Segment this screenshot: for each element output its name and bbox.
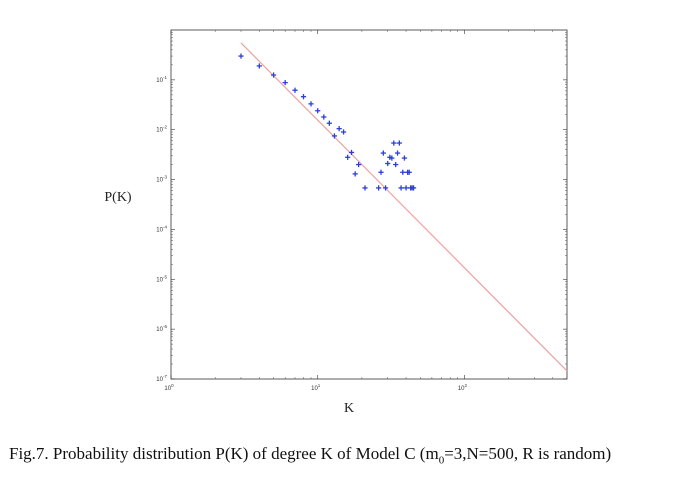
fit-line-group — [240, 42, 568, 372]
data-point — [315, 108, 321, 114]
data-point — [270, 72, 277, 78]
chart: 100 101 102 10-1 10-2 10-3 10-4 10-5 10-6 10-7 P(… — [104, 29, 568, 416]
data-point — [331, 133, 338, 139]
data-point — [352, 171, 358, 177]
power-law-fit-line — [240, 42, 568, 372]
x-tick-label: 101 — [311, 383, 321, 392]
data-point — [321, 114, 327, 120]
y-tick-label: 10-1 — [156, 75, 167, 84]
data-point — [380, 150, 386, 156]
data-point — [336, 126, 342, 132]
data-point — [396, 140, 402, 146]
y-tick-label: 10-6 — [156, 324, 167, 333]
x-axis-title: K — [344, 401, 354, 416]
data-point — [410, 185, 417, 191]
data-point — [385, 160, 391, 167]
data-point — [300, 94, 307, 100]
plot-area — [170, 29, 568, 380]
y-tick-label: 10-4 — [156, 224, 167, 233]
data-point — [394, 150, 401, 156]
data-point — [256, 63, 262, 69]
data-point — [393, 161, 399, 168]
x-tick-label: 102 — [458, 383, 468, 392]
data-point — [391, 140, 397, 146]
data-point — [400, 169, 406, 175]
data-point — [389, 155, 395, 161]
y-tick-label: 10-3 — [156, 175, 167, 184]
data-point — [378, 169, 384, 175]
y-axis-title: P(K) — [104, 190, 132, 205]
caption-prefix: Fig.7. Probability distribution P(K) of … — [9, 444, 439, 463]
data-point — [403, 185, 409, 191]
data-point — [282, 80, 288, 86]
caption-suffix: =3,N=500, R is random) — [444, 444, 612, 463]
figure-caption: Fig.7. Probability distribution P(K) of … — [9, 443, 674, 471]
data-point — [401, 155, 408, 161]
y-tick-label: 10-5 — [156, 274, 167, 283]
data-point — [376, 185, 382, 191]
y-tick-label: 10-2 — [156, 125, 167, 134]
data-point — [398, 185, 404, 191]
data-points — [238, 53, 417, 191]
data-point — [326, 120, 332, 126]
data-point — [362, 185, 368, 191]
data-point — [292, 87, 298, 93]
x-tick-label: 100 — [164, 383, 174, 392]
data-point — [406, 169, 412, 175]
data-point — [348, 149, 355, 156]
data-point — [345, 154, 351, 160]
data-point — [356, 161, 362, 168]
caption-subscript: 0 — [438, 454, 445, 467]
data-point — [238, 53, 244, 59]
y-tick-label: 10-7 — [156, 374, 167, 383]
axis-ticks: 100 101 102 10-1 10-2 10-3 10-4 10-5 10-6 10-7 — [156, 30, 568, 392]
data-point — [308, 101, 314, 107]
data-point — [382, 185, 389, 191]
data-point — [340, 129, 347, 135]
